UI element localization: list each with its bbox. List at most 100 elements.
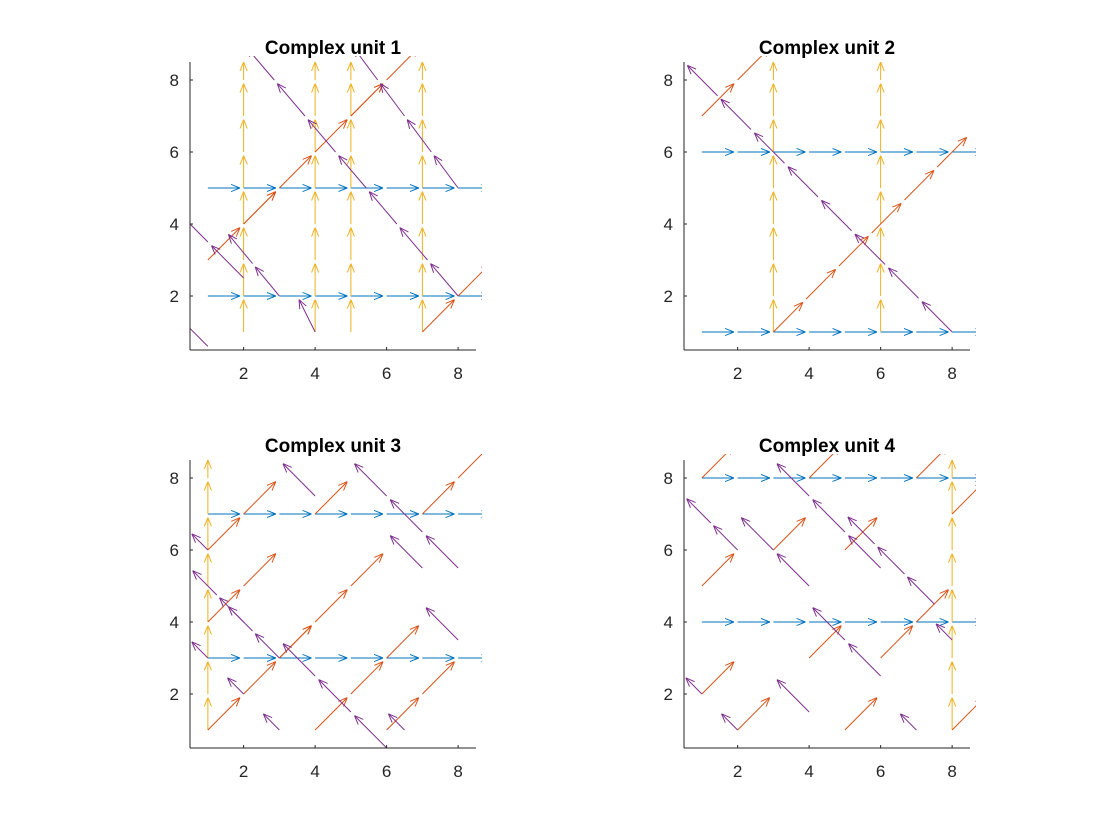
diagonal-up-arrow — [701, 84, 734, 117]
diagonal-up-arrow — [279, 156, 311, 189]
diagonal-down-arrow — [192, 642, 209, 659]
diagonal-down-arrow — [813, 608, 846, 641]
plot-area — [686, 454, 976, 731]
diagonal-up-arrow — [844, 698, 877, 731]
diagonal-up-arrow — [243, 662, 276, 695]
diagonal-down-arrow — [308, 120, 336, 153]
plot-area — [687, 56, 976, 333]
diagonal-down-arrow — [192, 534, 209, 551]
diagonal-down-arrow — [722, 714, 738, 731]
diagonal-down-arrow — [922, 302, 953, 333]
diagonal-down-arrow — [211, 246, 244, 279]
y-tick-label: 6 — [664, 143, 673, 162]
diagonal-down-arrow — [354, 464, 387, 497]
diagonal-down-arrow — [431, 264, 459, 297]
diagonal-up-arrow — [880, 626, 913, 659]
diagonal-down-arrow — [263, 714, 280, 731]
diagonal-up-arrow — [737, 698, 770, 731]
diagonal-up-arrow — [386, 698, 419, 731]
panel-title: Complex unit 3 — [265, 436, 401, 457]
diagonal-up-arrow — [457, 454, 482, 479]
panel-4: 2 4 6 8 2 4 6 8 Complex unit 4 — [664, 436, 976, 781]
diagonal-down-arrow — [299, 300, 316, 333]
diagonal-down-arrow — [426, 608, 459, 641]
diagonal-up-arrow — [314, 590, 347, 623]
x-tick-label: 6 — [876, 762, 885, 781]
diagonal-down-arrow — [283, 464, 316, 497]
diagonal-down-arrow — [888, 268, 919, 299]
diagonal-up-arrow — [386, 56, 419, 81]
diagonal-up-arrow — [207, 518, 240, 551]
plot-area — [192, 454, 482, 748]
x-tick-label: 8 — [453, 364, 462, 383]
diagonal-down-arrow — [687, 499, 712, 524]
y-tick-label: 6 — [170, 143, 179, 162]
y-tick-label: 4 — [664, 613, 673, 632]
diagonal-down-arrow — [878, 547, 905, 575]
diagonal-up-arrow — [207, 590, 240, 623]
diagonal-down-arrow — [777, 464, 810, 497]
diagonal-down-arrow — [713, 526, 738, 551]
diagonal-down-arrow — [400, 228, 428, 261]
diagonal-up-arrow — [904, 170, 933, 201]
diagonal-down-arrow — [193, 571, 218, 596]
diagonal-down-arrow — [848, 536, 881, 569]
diagonal-down-arrow — [228, 234, 253, 264]
diagonal-up-arrow — [701, 454, 734, 479]
y-tick-label: 8 — [664, 71, 673, 90]
diagonal-down-arrow — [369, 192, 398, 225]
diagonal-down-arrow — [339, 156, 367, 189]
x-tick-label: 4 — [310, 762, 319, 781]
diagonal-up-arrow — [805, 269, 835, 300]
diagonal-down-arrow — [277, 84, 306, 117]
diagonal-up-arrow — [457, 264, 482, 297]
diagonal-up-arrow — [838, 236, 868, 267]
y-tick-label: 2 — [664, 685, 673, 704]
diagonal-up-arrow — [773, 518, 805, 551]
y-tick-label: 6 — [170, 541, 179, 560]
diagonal-down-arrow — [741, 518, 774, 551]
diagonal-down-arrow — [821, 200, 852, 232]
panel-title: Complex unit 2 — [759, 38, 895, 59]
plot-area — [190, 56, 482, 347]
diagonal-down-arrow — [228, 678, 244, 695]
diagonal-down-arrow — [354, 716, 387, 748]
diagonal-down-arrow — [721, 99, 752, 130]
diagonal-up-arrow — [314, 482, 347, 515]
diagonal-down-arrow — [354, 56, 379, 81]
panel-3: 2 4 6 8 2 4 6 8 Complex unit 3 — [170, 436, 482, 781]
diagonal-up-arrow — [951, 698, 976, 731]
diagonal-up-arrow — [808, 454, 841, 479]
diagonal-down-arrow — [686, 678, 703, 695]
x-tick-label: 4 — [804, 364, 813, 383]
diagonal-down-arrow — [936, 624, 953, 641]
panel-title: Complex unit 1 — [265, 38, 402, 59]
diagonal-down-arrow — [283, 644, 316, 677]
diagonal-down-arrow — [813, 500, 846, 533]
diagonal-up-arrow — [314, 698, 347, 731]
diagonal-up-arrow — [773, 302, 802, 333]
diagonal-down-arrow — [900, 714, 917, 731]
x-tick-label: 8 — [947, 762, 956, 781]
x-tick-label: 2 — [239, 364, 248, 383]
diagonal-up-arrow — [844, 518, 877, 551]
diagonal-down-arrow — [426, 536, 459, 569]
diagonal-up-arrow — [422, 300, 454, 333]
x-tick-label: 2 — [733, 762, 742, 781]
diagonal-up-arrow — [207, 698, 240, 731]
x-tick-label: 4 — [804, 762, 813, 781]
diagonal-down-arrow — [255, 267, 280, 297]
diagonal-up-arrow — [243, 192, 276, 225]
diagonal-down-arrow — [777, 554, 810, 587]
diagonal-down-arrow — [390, 500, 423, 533]
diagonal-up-arrow — [916, 454, 948, 479]
diagonal-down-arrow — [319, 680, 352, 713]
diagonal-up-arrow — [386, 626, 419, 659]
x-tick-label: 8 — [947, 364, 956, 383]
y-tick-label: 8 — [664, 469, 673, 488]
diagonal-up-arrow — [916, 590, 948, 623]
diagonal-down-arrow — [388, 714, 405, 731]
y-tick-label: 8 — [170, 469, 179, 488]
diagonal-down-arrow — [855, 234, 886, 265]
